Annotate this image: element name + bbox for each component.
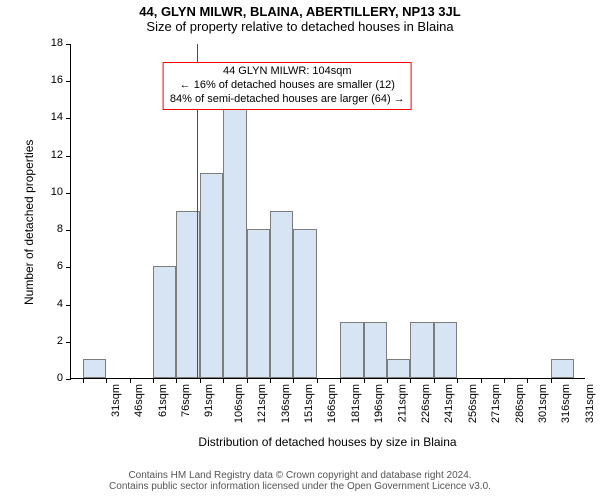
x-tick-label: 286sqm — [514, 384, 526, 423]
title-line2: Size of property relative to detached ho… — [0, 19, 600, 34]
y-tick-label: 2 — [57, 335, 71, 347]
x-tick-mark — [364, 378, 365, 383]
x-tick-label: 211sqm — [396, 384, 408, 422]
y-tick-label: 8 — [57, 223, 71, 235]
y-axis-label: Number of detached properties — [22, 140, 36, 305]
x-tick-label: 151sqm — [303, 384, 315, 423]
histogram-bar — [223, 80, 246, 378]
histogram-bar — [293, 229, 316, 378]
y-tick-label: 12 — [51, 149, 71, 161]
annotation-line2: ← 16% of detached houses are smaller (12… — [170, 79, 405, 93]
x-tick-mark — [247, 378, 248, 383]
x-tick-mark — [317, 378, 318, 383]
annotation-line1: 44 GLYN MILWR: 104sqm — [170, 65, 405, 79]
page-title: 44, GLYN MILWR, BLAINA, ABERTILLERY, NP1… — [0, 0, 600, 34]
x-tick-mark — [270, 378, 271, 383]
title-line1: 44, GLYN MILWR, BLAINA, ABERTILLERY, NP1… — [0, 4, 600, 19]
x-tick-mark — [176, 378, 177, 383]
x-tick-label: 46sqm — [133, 384, 145, 417]
x-tick-label: 256sqm — [467, 384, 479, 423]
x-tick-label: 271sqm — [490, 384, 502, 423]
footer: Contains HM Land Registry data © Crown c… — [0, 470, 600, 492]
x-tick-mark — [481, 378, 482, 383]
histogram-bar — [410, 322, 433, 378]
y-tick-label: 10 — [51, 186, 71, 198]
x-tick-mark — [527, 378, 528, 383]
annotation-box: 44 GLYN MILWR: 104sqm← 16% of detached h… — [163, 62, 412, 109]
x-tick-label: 181sqm — [350, 384, 362, 423]
x-tick-label: 226sqm — [420, 384, 432, 423]
histogram-bar — [200, 173, 223, 378]
y-tick-label: 16 — [51, 74, 71, 86]
y-tick-label: 14 — [51, 111, 71, 123]
x-tick-mark — [340, 378, 341, 383]
histogram-bar — [83, 359, 106, 378]
histogram-bar — [270, 211, 293, 379]
x-axis-label: Distribution of detached houses by size … — [70, 435, 585, 449]
x-tick-label: 136sqm — [280, 384, 292, 423]
x-tick-label: 241sqm — [444, 384, 456, 423]
x-tick-label: 91sqm — [203, 384, 215, 417]
x-tick-mark — [457, 378, 458, 383]
x-tick-mark — [551, 378, 552, 383]
x-tick-label: 196sqm — [373, 384, 385, 423]
histogram-bar — [247, 229, 270, 378]
x-tick-mark — [223, 378, 224, 383]
x-tick-label: 301sqm — [537, 384, 549, 423]
x-tick-mark — [410, 378, 411, 383]
x-tick-mark — [504, 378, 505, 383]
histogram-bar — [434, 322, 457, 378]
x-tick-mark — [293, 378, 294, 383]
x-tick-label: 166sqm — [327, 384, 339, 423]
histogram-bar — [153, 266, 176, 378]
x-tick-label: 331sqm — [584, 384, 596, 423]
x-tick-mark — [83, 378, 84, 383]
x-tick-label: 316sqm — [561, 384, 573, 423]
y-tick-label: 6 — [57, 260, 71, 272]
y-tick-label: 4 — [57, 298, 71, 310]
plot-area: 02468101214161831sqm46sqm61sqm76sqm91sqm… — [70, 44, 585, 379]
x-tick-mark — [434, 378, 435, 383]
x-tick-mark — [200, 378, 201, 383]
x-tick-label: 76sqm — [180, 384, 192, 417]
x-tick-mark — [387, 378, 388, 383]
histogram-bar — [340, 322, 363, 378]
chart-area: Number of detached properties 0246810121… — [70, 44, 585, 379]
x-tick-label: 31sqm — [110, 384, 122, 417]
x-tick-mark — [130, 378, 131, 383]
y-tick-label: 0 — [57, 372, 71, 384]
x-tick-mark — [106, 378, 107, 383]
histogram-bar — [387, 359, 410, 378]
histogram-bar — [551, 359, 574, 378]
annotation-line3: 84% of semi-detached houses are larger (… — [170, 93, 405, 107]
footer-line2: Contains public sector information licen… — [0, 481, 600, 492]
x-tick-label: 61sqm — [157, 384, 169, 417]
x-tick-label: 106sqm — [233, 384, 245, 423]
histogram-bar — [364, 322, 387, 378]
y-tick-label: 18 — [51, 37, 71, 49]
x-tick-mark — [153, 378, 154, 383]
footer-line1: Contains HM Land Registry data © Crown c… — [0, 470, 600, 481]
x-tick-label: 121sqm — [256, 384, 268, 423]
